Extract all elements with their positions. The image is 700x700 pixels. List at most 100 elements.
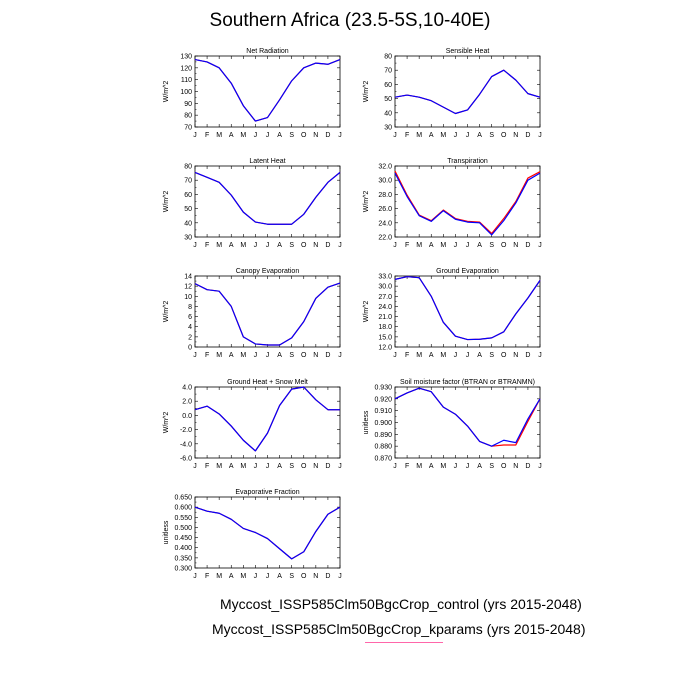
x-tick-label: J	[466, 132, 470, 139]
legend-label-control: Myccost_ISSP585Clm50BgcCrop_control (yrs…	[220, 596, 582, 612]
x-tick-label: J	[193, 352, 197, 359]
x-tick-label: O	[301, 352, 307, 359]
y-tick-label: 0	[188, 345, 192, 352]
y-tick-label: 100	[180, 89, 192, 96]
plot-frame	[194, 496, 341, 569]
y-tick-label: 0.920	[374, 396, 392, 403]
y-tick-label: 28.0	[378, 192, 392, 199]
x-tick-label: M	[216, 242, 222, 249]
x-tick-label: M	[240, 132, 246, 139]
y-tick-label: 0.600	[174, 505, 192, 512]
x-tick-label: J	[454, 242, 458, 249]
x-tick-label: M	[416, 132, 422, 139]
x-tick-label: O	[501, 352, 507, 359]
plot-frame	[194, 386, 341, 459]
y-tick-label: 30.0	[378, 178, 392, 185]
chart-soil-moisture: Soil moisture factor (BTRAN or BTRANMN) 0…	[363, 379, 542, 470]
series-line-control	[194, 506, 341, 560]
x-tick-label: O	[301, 573, 307, 580]
y-axis-label: W/m^2	[363, 191, 370, 213]
x-tick-label: N	[513, 132, 518, 139]
series-line-kparams	[194, 386, 340, 452]
x-tick-label: J	[338, 132, 342, 139]
x-tick-label: J	[538, 463, 542, 470]
y-tick-label: 4	[188, 324, 192, 331]
x-tick-label: A	[277, 352, 282, 359]
x-tick-label: J	[466, 463, 470, 470]
y-tick-label: 2.0	[182, 399, 192, 406]
y-tick-label: 32.0	[378, 164, 392, 171]
x-tick-label: D	[525, 463, 530, 470]
x-tick-label: A	[229, 352, 234, 359]
series-line-kparams	[194, 282, 341, 346]
x-tick-label: J	[393, 242, 397, 249]
y-tick-label: 0.930	[374, 385, 392, 392]
x-tick-label: J	[266, 132, 270, 139]
y-tick-label: 4.0	[182, 385, 192, 392]
x-tick-label: F	[205, 242, 209, 249]
y-tick-label: 80	[384, 54, 392, 61]
chart-title: Latent Heat	[249, 158, 285, 165]
x-tick-label: M	[440, 242, 446, 249]
x-tick-label: M	[240, 463, 246, 470]
plot-frame	[394, 386, 541, 459]
x-tick-label: J	[338, 463, 342, 470]
y-tick-label: 0.880	[374, 444, 392, 451]
plot-frame	[394, 165, 541, 238]
x-tick-label: J	[193, 463, 197, 470]
y-tick-label: 0.500	[174, 525, 192, 532]
x-tick-label: S	[489, 132, 494, 139]
x-tick-label: O	[301, 132, 307, 139]
x-tick-label: D	[325, 573, 330, 580]
x-tick-label: A	[277, 573, 282, 580]
x-tick-label: J	[538, 352, 542, 359]
x-tick-label: J	[393, 132, 397, 139]
x-tick-label: S	[289, 132, 294, 139]
x-tick-label: D	[325, 352, 330, 359]
y-tick-label: 0.870	[374, 456, 392, 463]
series-line-control	[194, 386, 340, 452]
panel-canopy-evaporation: Canopy Evaporation 14 12 10 8 6 4 2 0 W/m^2 J F M A M J…	[150, 264, 350, 369]
x-tick-label: J	[193, 573, 197, 580]
series-line-control	[394, 387, 541, 447]
x-tick-label: A	[229, 242, 234, 249]
series-line-control	[394, 276, 541, 341]
x-tick-label: J	[538, 132, 542, 139]
chart-ground-evaporation: Ground Evaporation 33.0 30.0 27.0 24.0 21.0 18…	[363, 268, 542, 359]
y-tick-label: -2.0	[180, 427, 192, 434]
y-axis-label: W/m^2	[163, 412, 170, 434]
panel-sensible-heat: Sensible Heat 80 70 60 50 40 30 W/m^2 J F M A M J J A S O…	[350, 44, 550, 149]
x-tick-label: F	[405, 463, 409, 470]
y-tick-label: 50	[184, 206, 192, 213]
plot-frame	[394, 55, 541, 128]
x-tick-label: J	[338, 242, 342, 249]
chart-title: Net Radiation	[246, 48, 289, 55]
x-tick-label: F	[405, 132, 409, 139]
y-tick-label: -6.0	[180, 456, 192, 463]
x-tick-label: M	[216, 132, 222, 139]
x-tick-label: M	[216, 573, 222, 580]
x-tick-label: D	[525, 132, 530, 139]
y-tick-label: 60	[184, 192, 192, 199]
y-axis-label: W/m^2	[163, 81, 170, 103]
x-tick-label: A	[429, 463, 434, 470]
y-tick-label: 18.0	[378, 324, 392, 331]
y-tick-label: 0.450	[174, 535, 192, 542]
x-tick-label: A	[277, 132, 282, 139]
chart-title: Canopy Evaporation	[236, 268, 300, 275]
legend-label-kparams: Myccost_ISSP585Clm50BgcCrop_kparams (yrs…	[212, 621, 586, 637]
x-tick-label: M	[416, 463, 422, 470]
x-tick-label: F	[405, 352, 409, 359]
y-tick-label: 120	[180, 65, 192, 72]
x-tick-label: J	[254, 132, 258, 139]
y-tick-label: 0.350	[174, 555, 192, 562]
chart-title: Sensible Heat	[446, 48, 490, 55]
y-tick-label: 24.0	[378, 304, 392, 311]
panel-ground-heat: Ground Heat + Snow Melt 4.0 2.0 0.0 -2.0 -4.0…	[150, 375, 350, 480]
y-tick-label: -4.0	[180, 441, 192, 448]
y-tick-label: 10	[184, 294, 192, 301]
panel-evaporative-fraction: Evaporative Fraction 0.650 0.600 0.550 0.500…	[150, 485, 350, 590]
series-line-control	[394, 69, 541, 115]
series-line-kparams	[394, 69, 541, 115]
